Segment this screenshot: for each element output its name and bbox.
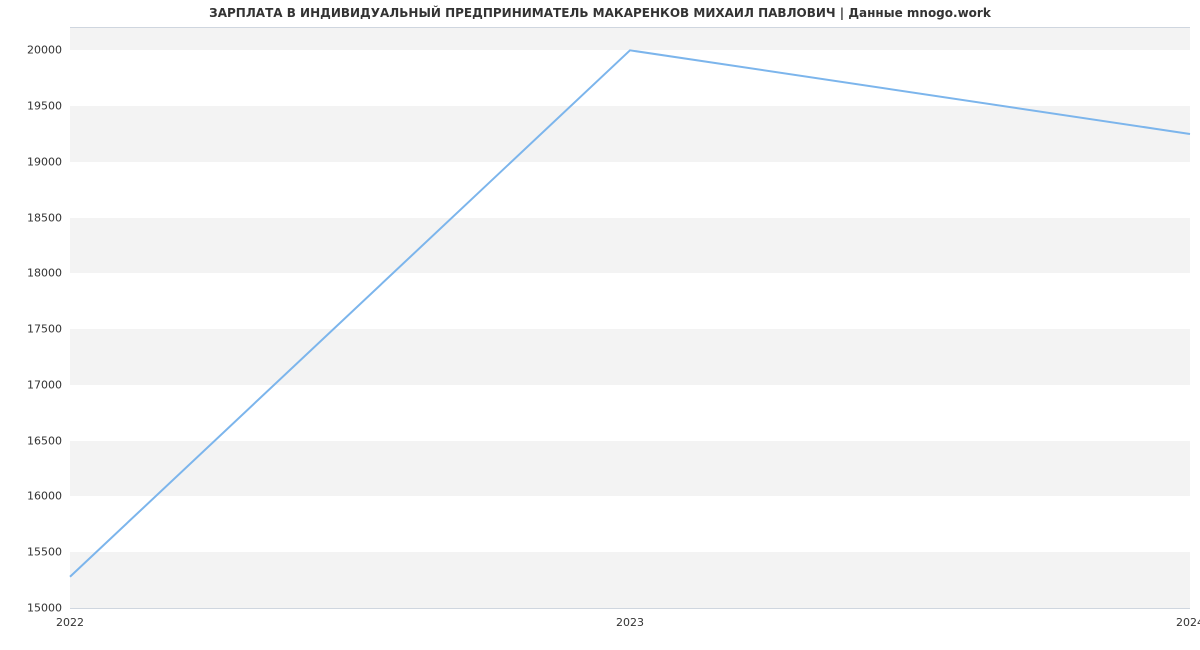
y-tick-label: 19500 (4, 100, 62, 113)
y-tick-label: 16000 (4, 490, 62, 503)
series-line-salary (70, 50, 1190, 576)
x-tick-label: 2024 (1176, 616, 1200, 629)
salary-line-chart: ЗАРПЛАТА В ИНДИВИДУАЛЬНЫЙ ПРЕДПРИНИМАТЕЛ… (0, 0, 1200, 650)
y-tick-label: 16500 (4, 434, 62, 447)
y-tick-label: 15000 (4, 602, 62, 615)
y-tick-label: 17000 (4, 378, 62, 391)
y-tick-label: 18000 (4, 267, 62, 280)
y-tick-label: 17500 (4, 323, 62, 336)
y-tick-label: 15500 (4, 546, 62, 559)
y-tick-label: 20000 (4, 44, 62, 57)
plot-area: 1500015500160001650017000175001800018500… (70, 27, 1190, 609)
chart-title: ЗАРПЛАТА В ИНДИВИДУАЛЬНЫЙ ПРЕДПРИНИМАТЕЛ… (0, 6, 1200, 20)
x-tick-label: 2022 (56, 616, 84, 629)
line-layer (70, 28, 1190, 608)
x-tick-label: 2023 (616, 616, 644, 629)
y-tick-label: 18500 (4, 211, 62, 224)
y-tick-label: 19000 (4, 155, 62, 168)
